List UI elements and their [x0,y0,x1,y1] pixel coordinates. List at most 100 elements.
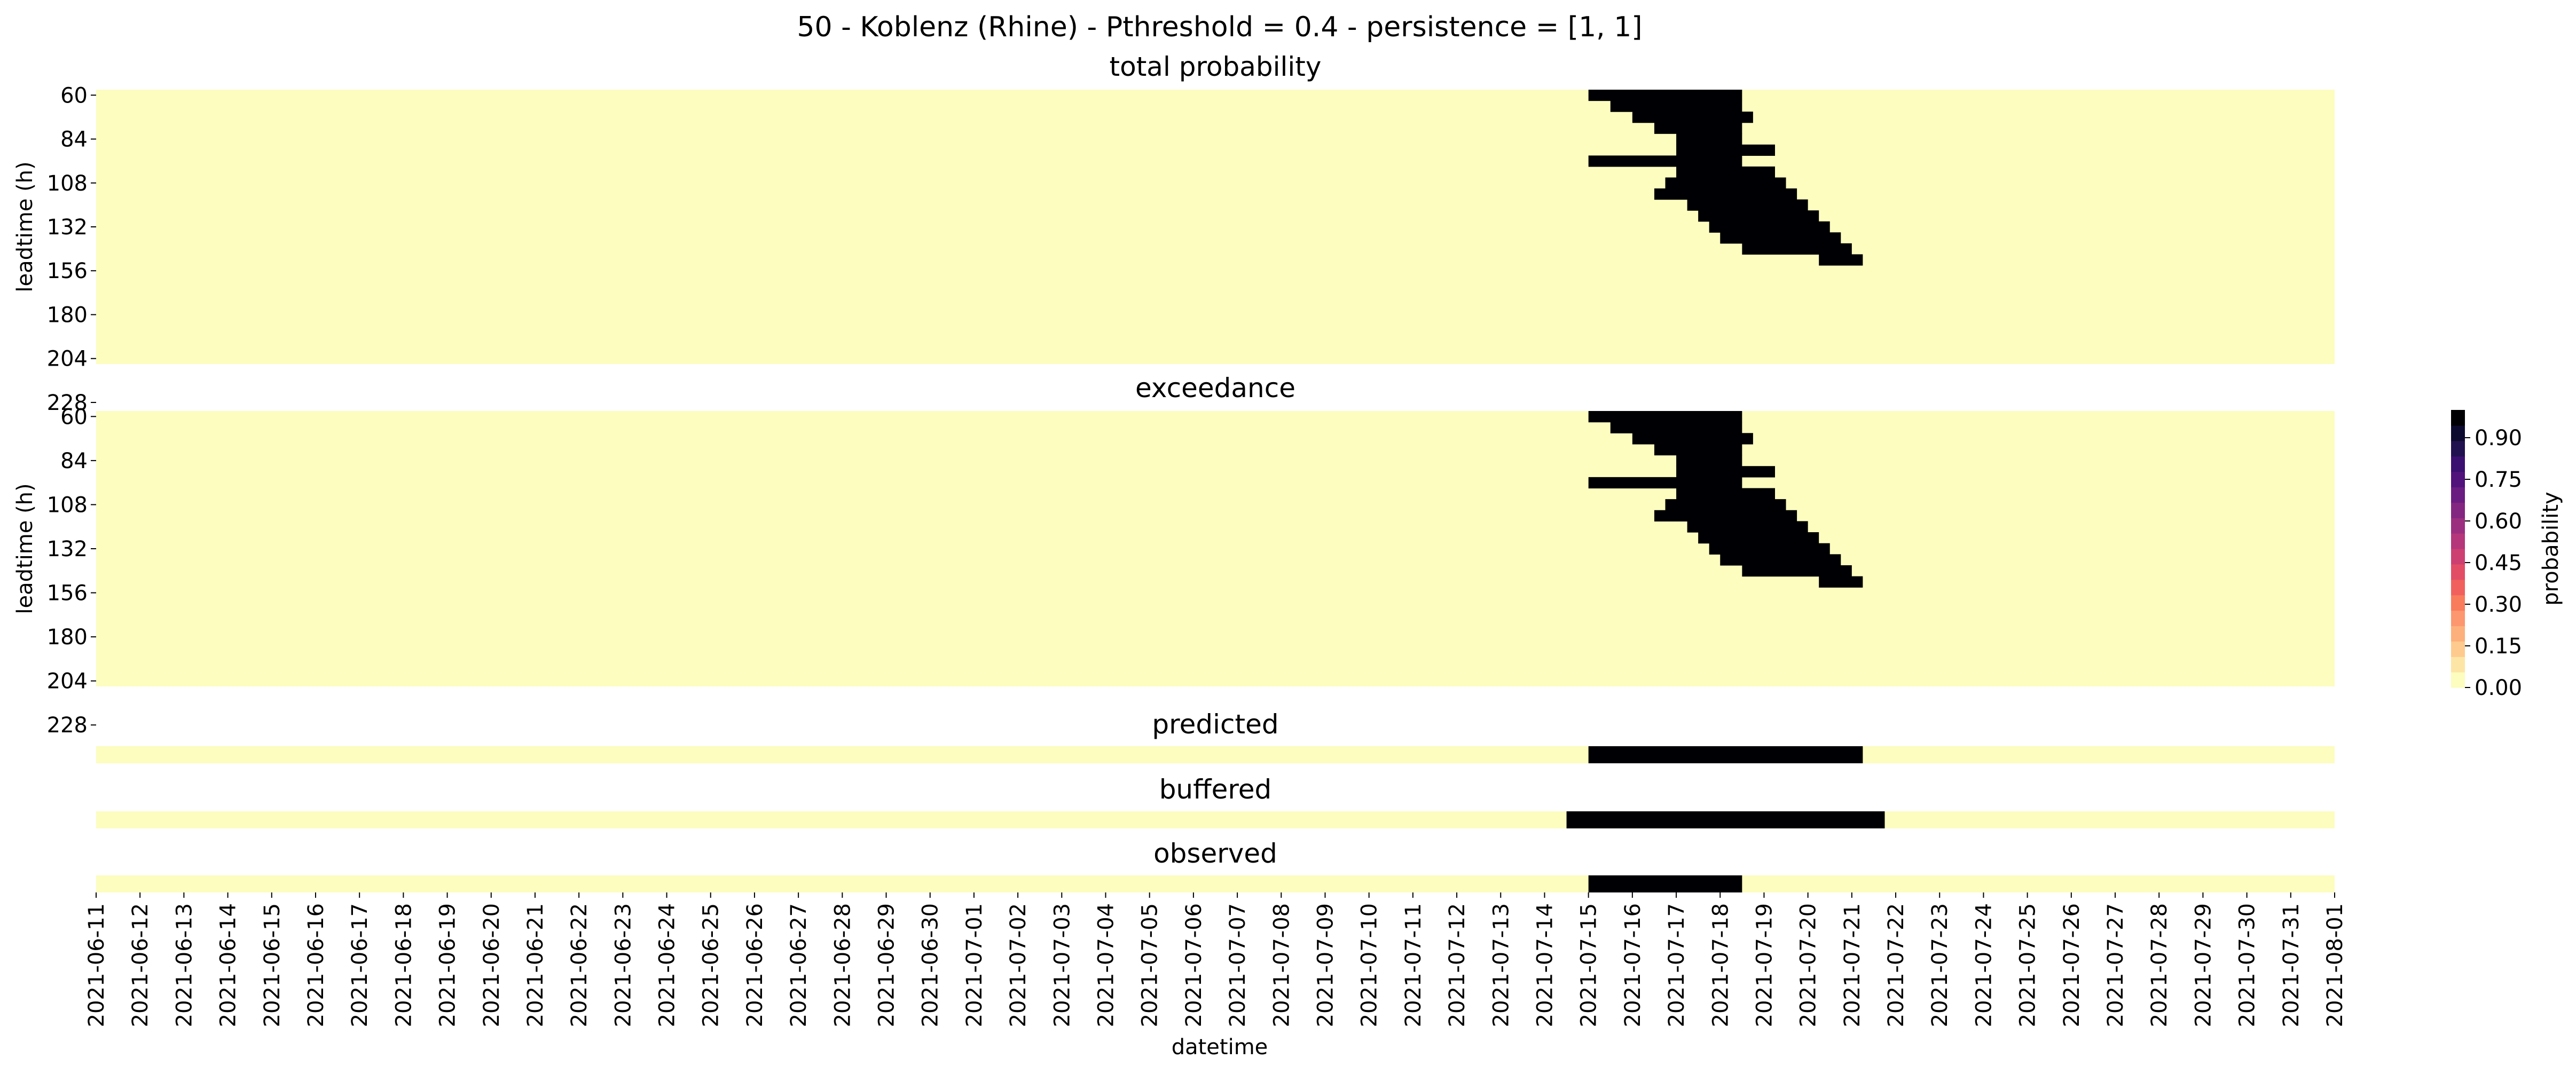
strip-subtitle: buffered [1159,774,1272,805]
heatmap-exceedance-cell [1687,521,1808,533]
heatmap-background [96,411,2335,686]
x-tick-label: 2021-07-09 [1313,903,1338,1027]
x-tick-label: 2021-07-18 [1708,903,1733,1027]
x-tick-label: 2021-06-21 [523,903,548,1027]
x-tick-label: 2021-06-19 [436,903,460,1027]
heatmap-exceedance-cell [1676,466,1775,478]
colorbar-step [2451,425,2465,441]
y-tick-label: 228 [47,713,88,738]
x-tick-label: 2021-07-28 [2147,903,2172,1027]
x-tick-label: 2021-06-16 [304,903,328,1027]
x-tick-label: 2021-06-23 [611,903,635,1027]
x-tick-label: 2021-07-30 [2235,903,2260,1027]
heatmap-exceedance-cell [1687,199,1808,211]
heatmap-exceedance-cell [1654,122,1742,134]
x-axis: 2021-06-11 2021-06-12 2021-06-13 2021-06-14… [84,892,2347,1027]
x-tick-label: 2021-07-20 [1796,903,1821,1027]
heatmap-exceedance-cell [1742,243,1852,255]
heatmap-exceedance-cell [1676,488,1775,500]
colorbar-step [2451,595,2465,611]
heatmap-exceedance-cell [1698,532,1819,544]
y-tick-label: 108 [47,493,88,517]
heatmap-exceedance-cell [1709,543,1830,555]
x-tick-label: 2021-07-26 [2060,903,2084,1027]
heatmap-exceedance-cell [1698,210,1819,222]
x-tick-label: 2021-06-30 [918,903,943,1027]
y-tick-label: 228 [47,391,88,415]
x-tick-label: 2021-07-12 [1445,903,1470,1027]
strip-event-bar [1566,811,1885,828]
heatmap-exceedance-cell [1588,411,1742,423]
colorbar-step [2451,657,2465,673]
strip-background [96,811,2335,828]
heatmap-exceedance-cell [1610,422,1742,433]
colorbar-step [2451,564,2465,580]
heatmap-exceedance-cell [1720,232,1841,244]
y-tick-label: 60 [60,83,88,108]
x-tick-label: 2021-07-25 [2016,903,2040,1027]
x-tick-label: 2021-06-27 [787,903,811,1027]
colorbar-step [2451,456,2465,472]
strip-event-bar [1588,875,1742,892]
y-tick-label: 84 [60,128,88,152]
colorbar-tick-label: 0.45 [2475,551,2522,575]
x-tick-label: 2021-06-15 [260,903,285,1027]
x-tick-label: 2021-07-14 [1533,903,1557,1027]
y-tick-label: 132 [47,215,88,240]
y-tick-label: 156 [47,259,88,283]
x-tick-label: 2021-07-27 [2103,903,2128,1027]
colorbar-tick-label: 0.75 [2475,468,2522,492]
plot-area: total probability 60 84 108 132 156 180 204 228 l… [13,51,2335,892]
x-tick-label: 2021-06-18 [391,903,416,1027]
x-tick-label: 2021-07-03 [1050,903,1074,1027]
heatmap-exceedance-cell [1676,133,1742,145]
y-axis-label: leadtime (h) [13,161,37,292]
x-tick-label: 2021-06-26 [743,903,767,1027]
x-tick-label: 2021-06-11 [84,903,109,1027]
x-tick-label: 2021-06-17 [348,903,372,1027]
colorbar-step [2451,410,2465,426]
colorbar-step [2451,518,2465,534]
heatmap-exceedance-cell [1632,433,1753,445]
colorbar-step [2451,471,2465,488]
x-tick-label: 2021-07-01 [962,903,987,1027]
colorbar-step [2451,440,2465,457]
colorbar-tick-label: 0.15 [2475,634,2522,659]
x-tick-label: 2021-07-05 [1138,903,1163,1027]
heatmap-exceedance-cell [1665,177,1786,189]
heatmap-exceedance-cell [1588,155,1742,167]
colorbar-tick-label: 0.90 [2475,426,2522,450]
colorbar-step [2451,579,2465,596]
heatmap-exceedance-cell [1665,499,1786,511]
x-tick-label: 2021-06-20 [480,903,504,1027]
colorbar-label: probability [2539,492,2563,605]
y-tick-label: 180 [47,303,88,327]
x-tick-label: 2021-07-13 [1489,903,1513,1027]
heatmap-exceedance-cell [1676,455,1742,467]
x-tick-label: 2021-07-22 [1884,903,1909,1027]
x-tick-label: 2021-06-13 [172,903,197,1027]
x-tick-label: 2021-07-04 [1094,903,1119,1027]
x-axis-label: datetime [1172,1035,1268,1060]
x-tick-label: 2021-07-23 [1928,903,1952,1027]
y-tick-label: 108 [47,171,88,196]
heatmap-exceedance-cell [1632,112,1753,123]
x-tick-label: 2021-07-24 [1972,903,1996,1027]
y-axis-label: leadtime (h) [13,483,37,614]
colorbar-tick-label: 0.30 [2475,592,2522,617]
heatmap-exceedance-cell [1654,188,1797,200]
strip-event-bar [1588,746,1863,763]
x-tick-label: 2021-07-21 [1840,903,1865,1027]
x-tick-label: 2021-07-07 [1226,903,1250,1027]
heatmap-exceedance-cell [1676,144,1775,156]
heatmap-exceedance-cell [1819,576,1863,588]
x-tick-label: 2021-07-15 [1577,903,1601,1027]
heatmap-exceedance-cell [1588,477,1742,489]
x-tick-label: 2021-06-24 [655,903,680,1027]
heatmap-exceedance-cell [1709,221,1830,233]
heatmap-background [96,90,2335,364]
colorbar-step [2451,487,2465,503]
colorbar-step [2451,610,2465,627]
x-tick-label: 2021-06-29 [875,903,899,1027]
